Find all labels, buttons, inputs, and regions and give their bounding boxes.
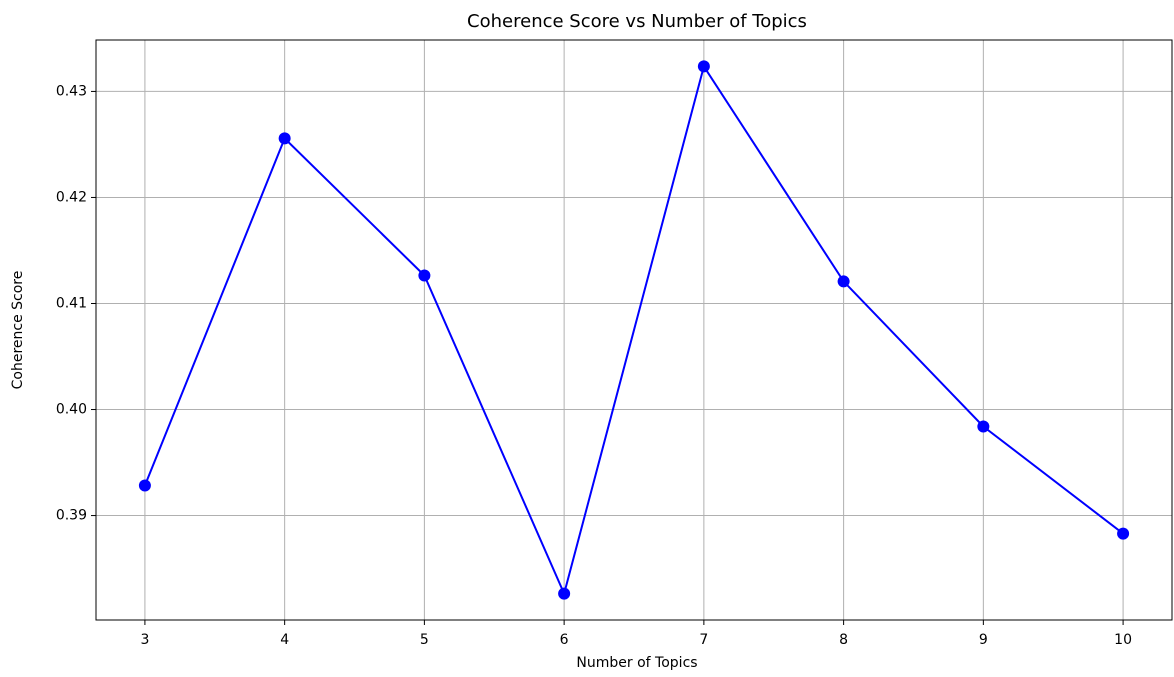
x-tick-label: 7 [699, 632, 708, 648]
y-tick-label: 0.43 [56, 83, 87, 99]
marker [697, 60, 710, 73]
y-tick-label: 0.39 [56, 508, 87, 524]
y-tick-label: 0.42 [56, 189, 87, 205]
marker [278, 132, 291, 145]
x-tick-label: 9 [979, 632, 988, 648]
marker [837, 275, 850, 288]
marker [138, 479, 151, 492]
y-tick-label: 0.41 [56, 295, 87, 311]
y-axis-label: Coherence Score [10, 271, 26, 390]
x-axis-label: Number of Topics [576, 655, 697, 671]
plot-frame [95, 39, 1173, 621]
marker [418, 269, 431, 282]
x-tick-label: 4 [280, 632, 289, 648]
x-tick-label: 5 [420, 632, 429, 648]
marker [1117, 527, 1130, 540]
marker [977, 420, 990, 433]
line [143, 63, 1124, 597]
marker [558, 587, 571, 600]
y-tick-label: 0.40 [56, 402, 87, 418]
x-tick-label: 3 [140, 632, 149, 648]
x-tick-label: 10 [1114, 632, 1132, 648]
x-tick-label: 6 [560, 632, 569, 648]
x-tick-label: 8 [839, 632, 848, 648]
chart-title: Coherence Score vs Number of Topics [467, 11, 807, 32]
